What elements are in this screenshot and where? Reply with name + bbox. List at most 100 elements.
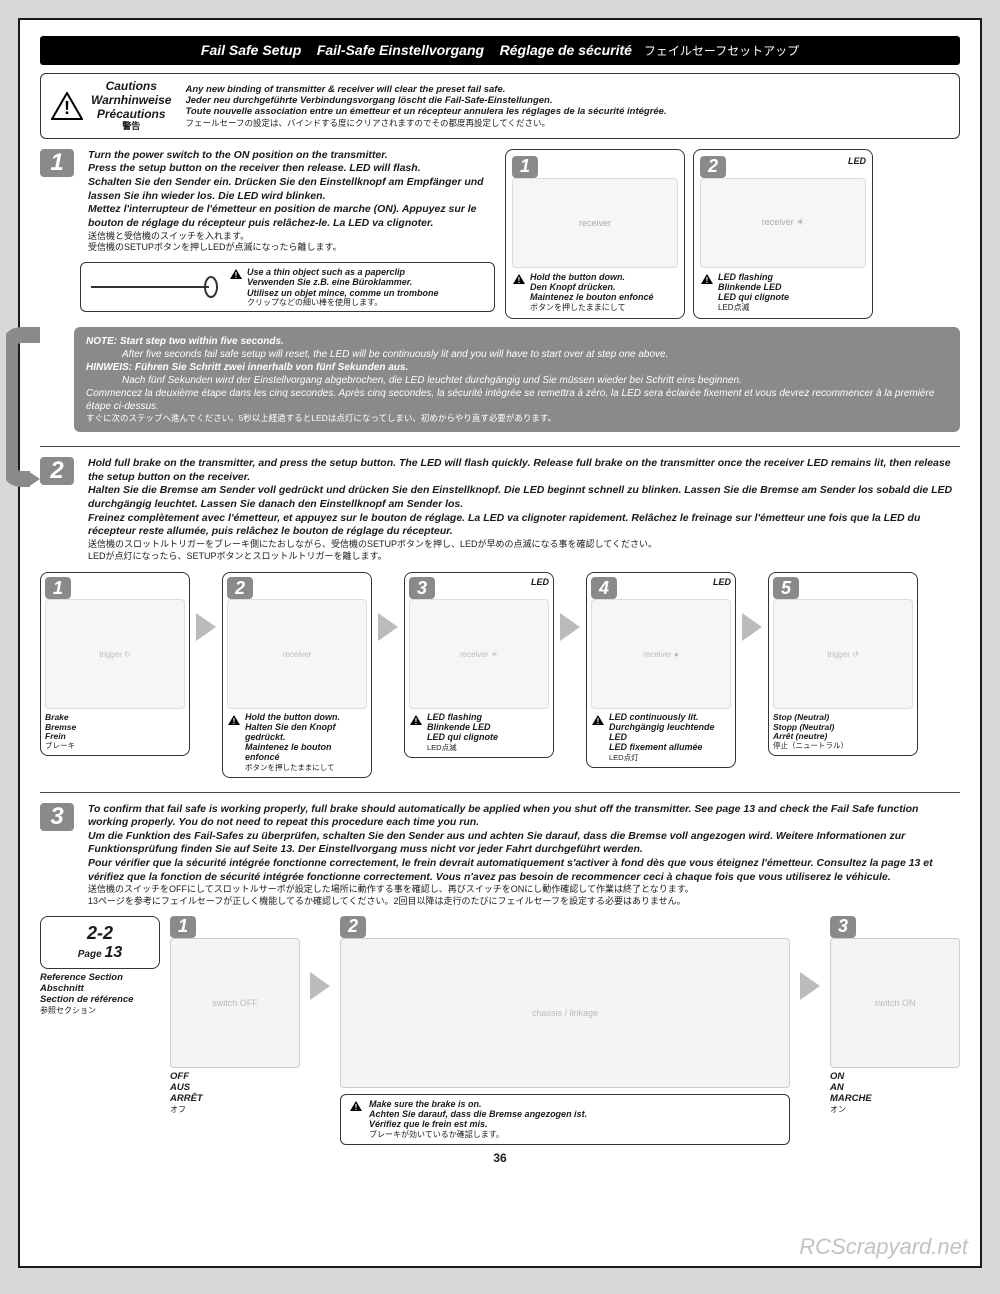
cautions-de: Jeder neu durchgeführte Verbindungsvorga… bbox=[185, 95, 666, 106]
s1-fr: Mettez l'interrupteur de l'émetteur en p… bbox=[88, 203, 495, 230]
step-badge-2: 2 bbox=[40, 457, 74, 485]
s3-fr: Pour vérifier que la sécurité intégrée f… bbox=[88, 857, 960, 884]
mp3-jp: LED点滅 bbox=[427, 743, 457, 752]
header-en: Fail Safe Setup bbox=[201, 42, 301, 58]
note-de1: HINWEIS: Führen Sie Schritt zwei innerha… bbox=[86, 362, 408, 373]
on-en: ON bbox=[830, 1072, 960, 1083]
mp4-fr: LED fixement allumée bbox=[609, 743, 731, 753]
led-label: LED bbox=[713, 577, 731, 599]
p1b-en: LED flashing bbox=[718, 272, 789, 282]
led-label: LED bbox=[531, 577, 549, 599]
watermark: RCScrapyard.net bbox=[799, 1234, 968, 1260]
warning-icon: ! bbox=[409, 714, 423, 726]
warning-icon: ! bbox=[591, 714, 605, 726]
step-badge-3: 3 bbox=[40, 803, 74, 831]
note-de2: Nach fünf Sekunden wird der Einstellvorg… bbox=[86, 374, 948, 387]
arrow-right-icon bbox=[310, 916, 330, 1056]
p1a-jp: ボタンを押したままにして bbox=[530, 303, 654, 312]
note-fr: Commencez la deuxième étape dans les cin… bbox=[86, 387, 948, 413]
mp3-fr: LED qui clignote bbox=[427, 733, 498, 743]
warning-icon: ! bbox=[349, 1100, 363, 1112]
mini-panel-1: 1 trigger ↻ Brake Bremse Frein ブレーキ bbox=[40, 572, 190, 755]
ref-pagelabel: Page bbox=[78, 949, 102, 960]
sub-badge-2: 2 bbox=[340, 916, 366, 938]
p1b-de: Blinkende LED bbox=[718, 282, 789, 292]
mp5-jp: 停止（ニュートラル） bbox=[773, 741, 848, 750]
led-label: LED bbox=[848, 156, 866, 178]
ref-fr: Section de référence bbox=[40, 995, 160, 1006]
mp2-jp: ボタンを押したままにして bbox=[245, 763, 335, 772]
svg-text:!: ! bbox=[597, 717, 600, 726]
p1b-fr: LED qui clignote bbox=[718, 292, 789, 302]
mp1-de: Bremse bbox=[45, 723, 185, 732]
p1a-fr: Maintenez le bouton enfoncé bbox=[530, 292, 654, 302]
svg-text:!: ! bbox=[518, 276, 521, 285]
receiver-illustration: receiver bbox=[512, 178, 678, 268]
on-fr: MARCHE bbox=[830, 1094, 960, 1105]
sub-badge-4: 4 bbox=[591, 577, 617, 599]
s2-de: Halten Sie die Bremse am Sender voll ged… bbox=[88, 484, 960, 511]
svg-text:!: ! bbox=[235, 271, 238, 280]
note-en1: NOTE: Start step two within five seconds… bbox=[86, 336, 284, 347]
warning-icon: ! bbox=[227, 714, 241, 726]
note-jp: すぐに次のステップへ進んでください。5秒以上経過するとLEDは点灯になってしまい… bbox=[86, 413, 948, 424]
p1a-de: Den Knopf drücken. bbox=[530, 282, 654, 292]
s1-en2: Press the setup button on the receiver t… bbox=[88, 162, 495, 176]
step1-panel-2: 2LED receiver ☀ ! LED flashing Blinkende… bbox=[693, 149, 873, 319]
ref-de: Abschnitt bbox=[40, 984, 160, 995]
note-band: NOTE: Start step two within five seconds… bbox=[74, 327, 960, 432]
trigger-illustration: trigger ↺ bbox=[773, 599, 913, 709]
switch-on-illustration: switch ON bbox=[830, 938, 960, 1068]
arrow-right-icon bbox=[196, 572, 216, 682]
warning-icon: ! bbox=[51, 92, 83, 120]
cautions-title-de: Warnhinweise bbox=[91, 94, 171, 108]
switch-off-illustration: switch OFF bbox=[170, 938, 300, 1068]
step-badge-1: 1 bbox=[40, 149, 74, 177]
paperclip-icon bbox=[89, 272, 219, 302]
mp1-fr: Frein bbox=[45, 732, 185, 741]
s2-en: Hold full brake on the transmitter, and … bbox=[88, 457, 960, 484]
tip-jp: クリップなどの細い棒を使用します。 bbox=[247, 298, 439, 307]
reference-panel: 2-2 Page 13 bbox=[40, 916, 160, 969]
note-en2: After five seconds fail safe setup will … bbox=[86, 348, 948, 361]
warning-icon: ! bbox=[229, 268, 243, 280]
mini-panel-4: 4LED receiver ● ! LED continuously lit. … bbox=[586, 572, 736, 767]
mp2-fr: Maintenez le bouton enfoncé bbox=[245, 743, 367, 763]
chassis-illustration: chassis / linkage bbox=[340, 938, 790, 1088]
divider bbox=[40, 446, 960, 447]
manual-page: Fail Safe Setup Fail-Safe Einstellvorgan… bbox=[18, 18, 982, 1268]
off-fr: ARRÊT bbox=[170, 1094, 300, 1105]
sub-badge-3: 3 bbox=[409, 577, 435, 599]
header-de: Fail-Safe Einstellvorgang bbox=[317, 42, 484, 58]
receiver-illustration: receiver ● bbox=[591, 599, 731, 709]
page-number: 36 bbox=[40, 1151, 960, 1165]
s1-jp1: 送信機と受信機のスイッチを入れます。 bbox=[88, 231, 495, 243]
s3-jp2: 13ページを参考にフェイルセーフが正しく機能してるか確認してください。2回目以降… bbox=[88, 896, 960, 908]
s3-de: Um die Funktion des Fail-Safes zu überpr… bbox=[88, 830, 960, 857]
p1b-jp: LED点滅 bbox=[718, 303, 789, 312]
brake-fr: Vérifiez que le frein est mis. bbox=[369, 1119, 587, 1129]
mini-panel-3: 3LED receiver ☀ ! LED flashing Blinkende… bbox=[404, 572, 554, 758]
svg-text:!: ! bbox=[64, 98, 70, 118]
brake-de: Achten Sie darauf, dass die Bremse angez… bbox=[369, 1109, 587, 1119]
tip-fr: Utilisez un objet mince, comme un trombo… bbox=[247, 288, 439, 298]
brake-en: Make sure the brake is on. bbox=[369, 1099, 587, 1109]
mp4-jp: LED点灯 bbox=[609, 753, 639, 762]
sub-badge-1: 1 bbox=[170, 916, 196, 938]
sub-badge-1: 1 bbox=[45, 577, 71, 599]
ref-page: 13 bbox=[104, 944, 122, 961]
mp1-jp: ブレーキ bbox=[45, 741, 75, 750]
step2-panels: 1 trigger ↻ Brake Bremse Frein ブレーキ 2 re… bbox=[40, 572, 960, 777]
sub-badge-1: 1 bbox=[512, 156, 538, 178]
brake-check-tip: ! Make sure the brake is on. Achten Sie … bbox=[340, 1094, 790, 1145]
s2-fr: Freinez complètement avec l'émetteur, et… bbox=[88, 512, 960, 539]
svg-text:!: ! bbox=[706, 276, 709, 285]
svg-text:!: ! bbox=[415, 717, 418, 726]
p1a-en: Hold the button down. bbox=[530, 272, 654, 282]
cautions-fr: Toute nouvelle association entre un émet… bbox=[185, 106, 666, 117]
cautions-en: Any new binding of transmitter & receive… bbox=[185, 84, 666, 95]
cautions-title-jp: 警告 bbox=[91, 121, 171, 131]
s1-en1: Turn the power switch to the ON position… bbox=[88, 149, 495, 163]
s2-jp1: 送信機のスロットルトリガーをブレーキ側にたおしながら、受信機のSETUPボタンを… bbox=[88, 539, 960, 551]
on-jp: オン bbox=[830, 1105, 846, 1114]
